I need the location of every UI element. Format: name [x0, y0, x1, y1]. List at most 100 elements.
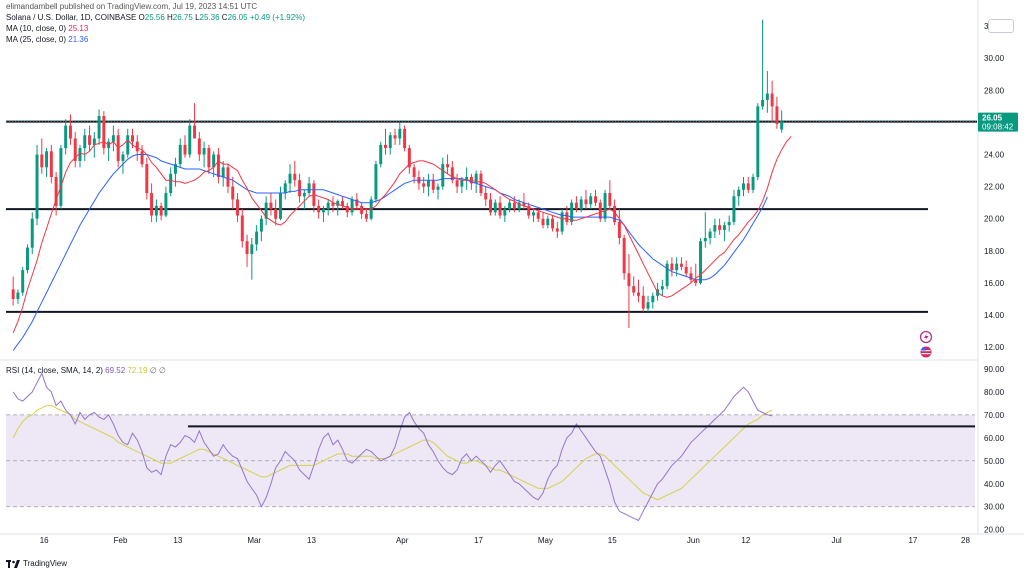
candle-body[interactable]	[131, 135, 134, 142]
candle-body[interactable]	[21, 270, 25, 293]
candle-body[interactable]	[154, 205, 158, 216]
candle-body[interactable]	[226, 167, 230, 187]
candle-body[interactable]	[627, 273, 631, 287]
candle-body[interactable]	[422, 183, 426, 187]
candle-body[interactable]	[388, 135, 392, 149]
candle-body[interactable]	[756, 106, 760, 177]
candle-body[interactable]	[40, 154, 44, 168]
candle-body[interactable]	[59, 148, 63, 206]
candle-body[interactable]	[92, 138, 96, 145]
candle-body[interactable]	[183, 144, 187, 155]
candle-body[interactable]	[111, 135, 115, 142]
candle-body[interactable]	[431, 180, 435, 190]
candle-body[interactable]	[379, 144, 383, 165]
candle-body[interactable]	[737, 189, 741, 197]
candle-body[interactable]	[145, 164, 149, 194]
candle-body[interactable]	[617, 221, 621, 238]
candle-body[interactable]	[26, 247, 29, 271]
tradingview-badge-button[interactable]	[988, 19, 1014, 33]
candle-body[interactable]	[240, 215, 244, 242]
candle-body[interactable]	[364, 213, 368, 219]
candle-body[interactable]	[216, 154, 220, 177]
candle-body[interactable]	[522, 202, 526, 206]
candle-body[interactable]	[88, 135, 92, 145]
candle-body[interactable]	[393, 135, 397, 139]
candle-body[interactable]	[83, 135, 87, 149]
candle-body[interactable]	[307, 183, 311, 194]
candle-body[interactable]	[321, 209, 325, 213]
candle-body[interactable]	[517, 202, 521, 210]
candle-body[interactable]	[598, 202, 602, 219]
candle-body[interactable]	[665, 263, 669, 287]
candle-body[interactable]	[30, 218, 34, 248]
candle-body[interactable]	[484, 193, 488, 200]
candle-body[interactable]	[503, 209, 507, 216]
candle-body[interactable]	[603, 193, 607, 219]
candle-body[interactable]	[536, 212, 540, 219]
candle-body[interactable]	[278, 193, 282, 219]
candle-body[interactable]	[699, 241, 703, 283]
candle-body[interactable]	[608, 193, 612, 206]
candle-body[interactable]	[703, 237, 707, 242]
candle-body[interactable]	[722, 225, 726, 230]
candle-body[interactable]	[350, 199, 354, 213]
candle-body[interactable]	[102, 115, 106, 149]
candle-body[interactable]	[689, 273, 693, 280]
candle-body[interactable]	[489, 199, 492, 213]
candle-body[interactable]	[207, 148, 211, 168]
candle-body[interactable]	[288, 173, 292, 184]
candle-body[interactable]	[269, 202, 273, 210]
candle-body[interactable]	[718, 225, 722, 230]
candle-body[interactable]	[326, 202, 330, 210]
candle-body[interactable]	[16, 292, 20, 299]
candle-body[interactable]	[761, 99, 765, 107]
candle-body[interactable]	[259, 218, 263, 232]
symbol-legend[interactable]: Solana / U.S. Dollar, 1D, COINBASE O25.5…	[6, 13, 305, 23]
candle-body[interactable]	[584, 199, 588, 205]
candle-body[interactable]	[212, 154, 216, 168]
candle-body[interactable]	[751, 176, 755, 190]
candle-body[interactable]	[135, 141, 139, 152]
candle-body[interactable]	[679, 263, 683, 267]
candle-body[interactable]	[646, 302, 650, 309]
candle-body[interactable]	[331, 202, 335, 206]
candle-body[interactable]	[255, 231, 259, 245]
candle-body[interactable]	[651, 295, 655, 303]
candle-body[interactable]	[173, 164, 177, 174]
candle-body[interactable]	[384, 144, 387, 149]
candle-body[interactable]	[150, 193, 154, 216]
candle-body[interactable]	[560, 212, 564, 232]
candle-body[interactable]	[360, 205, 364, 214]
candle-body[interactable]	[49, 151, 53, 177]
candle-body[interactable]	[68, 125, 72, 139]
candle-body[interactable]	[589, 196, 593, 205]
candle-body[interactable]	[245, 241, 249, 255]
candle-body[interactable]	[403, 128, 407, 149]
candle-body[interactable]	[555, 228, 559, 232]
candle-body[interactable]	[231, 186, 235, 200]
candle-body[interactable]	[298, 180, 302, 197]
ma25-legend[interactable]: MA (25, close, 0) 21.36	[6, 35, 88, 45]
candle-body[interactable]	[508, 202, 512, 210]
candle-body[interactable]	[35, 154, 39, 219]
candle-body[interactable]	[264, 202, 268, 219]
candle-body[interactable]	[708, 231, 712, 238]
candle-body[interactable]	[713, 225, 717, 232]
symbol-title[interactable]: Solana / U.S. Dollar, 1D, COINBASE	[6, 13, 137, 22]
candle-body[interactable]	[636, 292, 640, 296]
candle-body[interactable]	[574, 202, 578, 210]
candle-body[interactable]	[742, 183, 745, 190]
candle-body[interactable]	[293, 173, 297, 181]
candle-body[interactable]	[202, 148, 206, 155]
candle-body[interactable]	[579, 199, 583, 210]
candle-body[interactable]	[250, 244, 254, 255]
candle-body[interactable]	[197, 138, 201, 155]
candle-body[interactable]	[746, 183, 750, 190]
candle-body[interactable]	[159, 205, 163, 216]
candle-body[interactable]	[622, 237, 626, 274]
candle-body[interactable]	[236, 199, 239, 216]
candle-body[interactable]	[73, 138, 77, 161]
candle-body[interactable]	[675, 263, 679, 271]
ma10-legend[interactable]: MA (10, close, 0) 25.13	[6, 24, 88, 34]
